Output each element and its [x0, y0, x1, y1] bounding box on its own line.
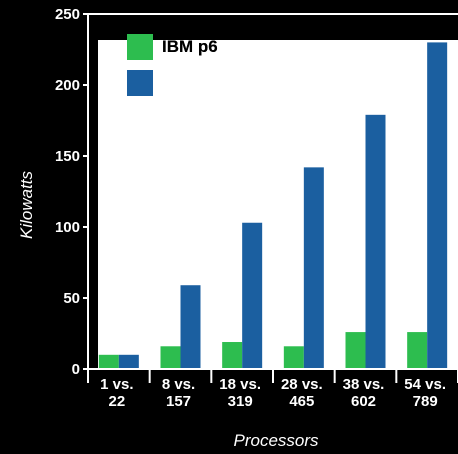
- x-tick-label: 18 vs. 319: [219, 376, 261, 410]
- bar: [407, 332, 428, 369]
- bar: [160, 346, 181, 369]
- bar: [118, 354, 139, 369]
- top-mask: [98, 16, 458, 40]
- bar: [427, 42, 448, 370]
- bar: [365, 114, 386, 369]
- bar: [242, 222, 263, 369]
- y-axis-title: Kilowatts: [17, 170, 36, 239]
- legend-label: IBM p6: [162, 37, 218, 56]
- bar: [180, 285, 201, 369]
- bar: [283, 346, 304, 369]
- x-tick-label: 54 vs. 789: [404, 376, 446, 410]
- x-tick-label: 38 vs. 602: [343, 376, 385, 410]
- plot-panel: [98, 40, 458, 369]
- x-tick-label: 1 vs. 22: [100, 376, 133, 410]
- bar: [303, 167, 324, 369]
- legend-label: IBM p6: [162, 37, 218, 56]
- x-tick-label: 28 vs. 465: [281, 376, 323, 410]
- plot-area: [98, 16, 458, 369]
- y-tick-label: 50: [63, 290, 80, 307]
- y-tick-label: 200: [55, 77, 80, 94]
- bars: [98, 42, 448, 370]
- legend-swatch: [127, 34, 153, 60]
- bar: [98, 354, 119, 369]
- axes: 0 50 100 150 200 250 1 vs. 22 8 vs. 157 18 vs. 319 2…: [55, 6, 458, 410]
- bar: [222, 342, 243, 369]
- y-tick-label: 0: [72, 361, 80, 378]
- y-tick-label: 150: [55, 148, 80, 165]
- y-tick-label: 250: [55, 6, 80, 23]
- legend-swatch: [127, 70, 153, 96]
- y-tick-label: 100: [55, 219, 80, 236]
- bar: [345, 332, 366, 369]
- x-axis-title: Processors: [233, 431, 319, 450]
- x-tick-label: 8 vs. 157: [162, 376, 195, 410]
